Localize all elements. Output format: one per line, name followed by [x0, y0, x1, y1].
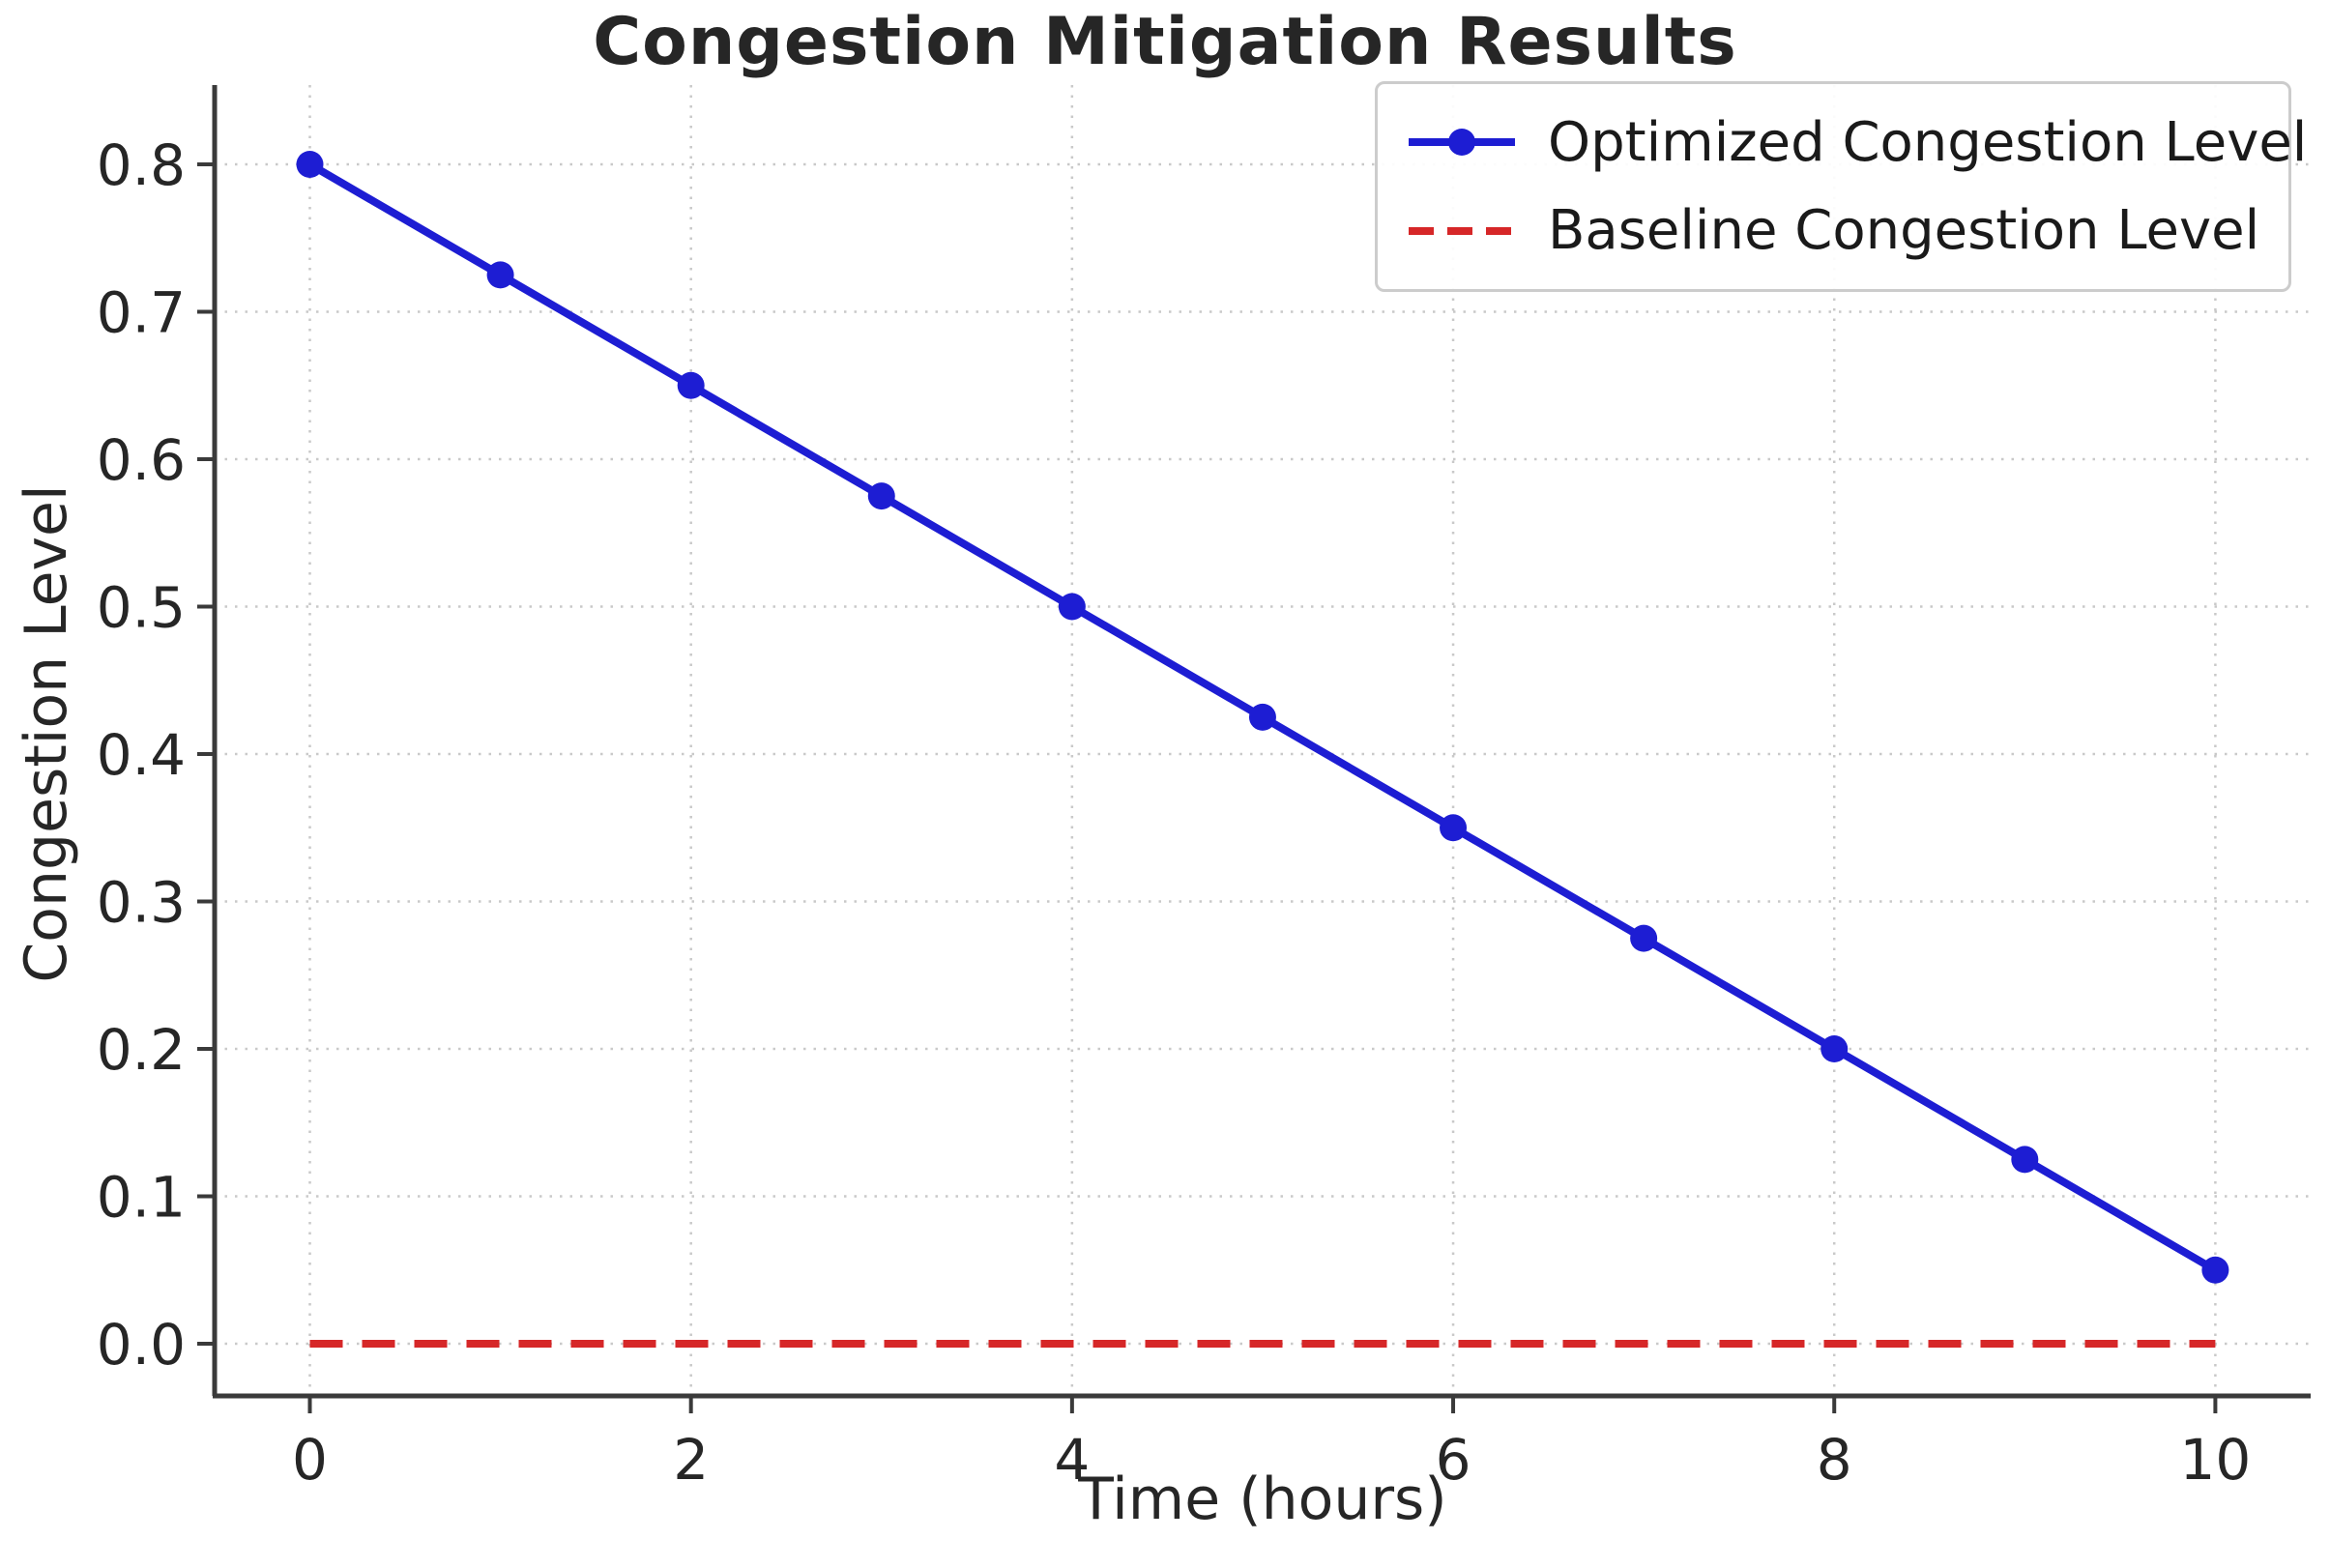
legend-item-optimized: Optimized Congestion Level — [1378, 111, 2307, 174]
x-tick-label-3: 6 — [1436, 1427, 1471, 1493]
x-tick-label-5: 10 — [2179, 1427, 2251, 1493]
optimized-data-point-5 — [1248, 703, 1276, 731]
optimized-data-point-4 — [1058, 593, 1086, 621]
y-tick-label-4: 0.4 — [97, 722, 186, 788]
x-tick-label-0: 0 — [292, 1427, 328, 1493]
legend-label-baseline: Baseline Congestion Level — [1548, 199, 2260, 263]
x-tick-label-2: 4 — [1054, 1427, 1090, 1493]
y-tick-label-0: 0.0 — [97, 1312, 186, 1378]
y-tick-label-7: 0.7 — [97, 280, 186, 346]
optimized-data-point-1 — [486, 261, 514, 289]
y-tick-label-5: 0.5 — [97, 575, 186, 641]
optimized-line-swatch — [1409, 129, 1515, 157]
y-tick-label-3: 0.3 — [97, 870, 186, 936]
y-tick-label-2: 0.2 — [97, 1017, 186, 1083]
x-tick-label-1: 2 — [673, 1427, 709, 1493]
optimized-data-point-7 — [1630, 924, 1658, 952]
optimized-data-point-9 — [2011, 1146, 2039, 1174]
optimized-data-point-10 — [2201, 1256, 2229, 1284]
optimized-data-point-8 — [1820, 1035, 1849, 1062]
y-tick-label-6: 0.6 — [97, 427, 186, 493]
legend-label-optimized: Optimized Congestion Level — [1548, 110, 2308, 174]
baseline-line-swatch — [1409, 226, 1515, 235]
y-tick-label-1: 0.1 — [97, 1165, 186, 1231]
legend-item-baseline: Baseline Congestion Level — [1378, 199, 2288, 263]
x-axis-label: Time (hours) — [1078, 1466, 1447, 1533]
optimized-data-point-6 — [1440, 814, 1468, 842]
optimized-data-point-3 — [867, 482, 895, 510]
y-axis-label: Congestion Level — [13, 484, 80, 983]
optimized-data-point-2 — [677, 371, 705, 399]
x-tick-label-4: 8 — [1817, 1427, 1852, 1493]
legend: Optimized Congestion Level Baseline Cong… — [1375, 81, 2307, 292]
chart-title: Congestion Mitigation Results — [593, 4, 1737, 80]
optimized-data-point-0 — [296, 151, 324, 178]
y-tick-label-8: 0.8 — [97, 132, 186, 198]
